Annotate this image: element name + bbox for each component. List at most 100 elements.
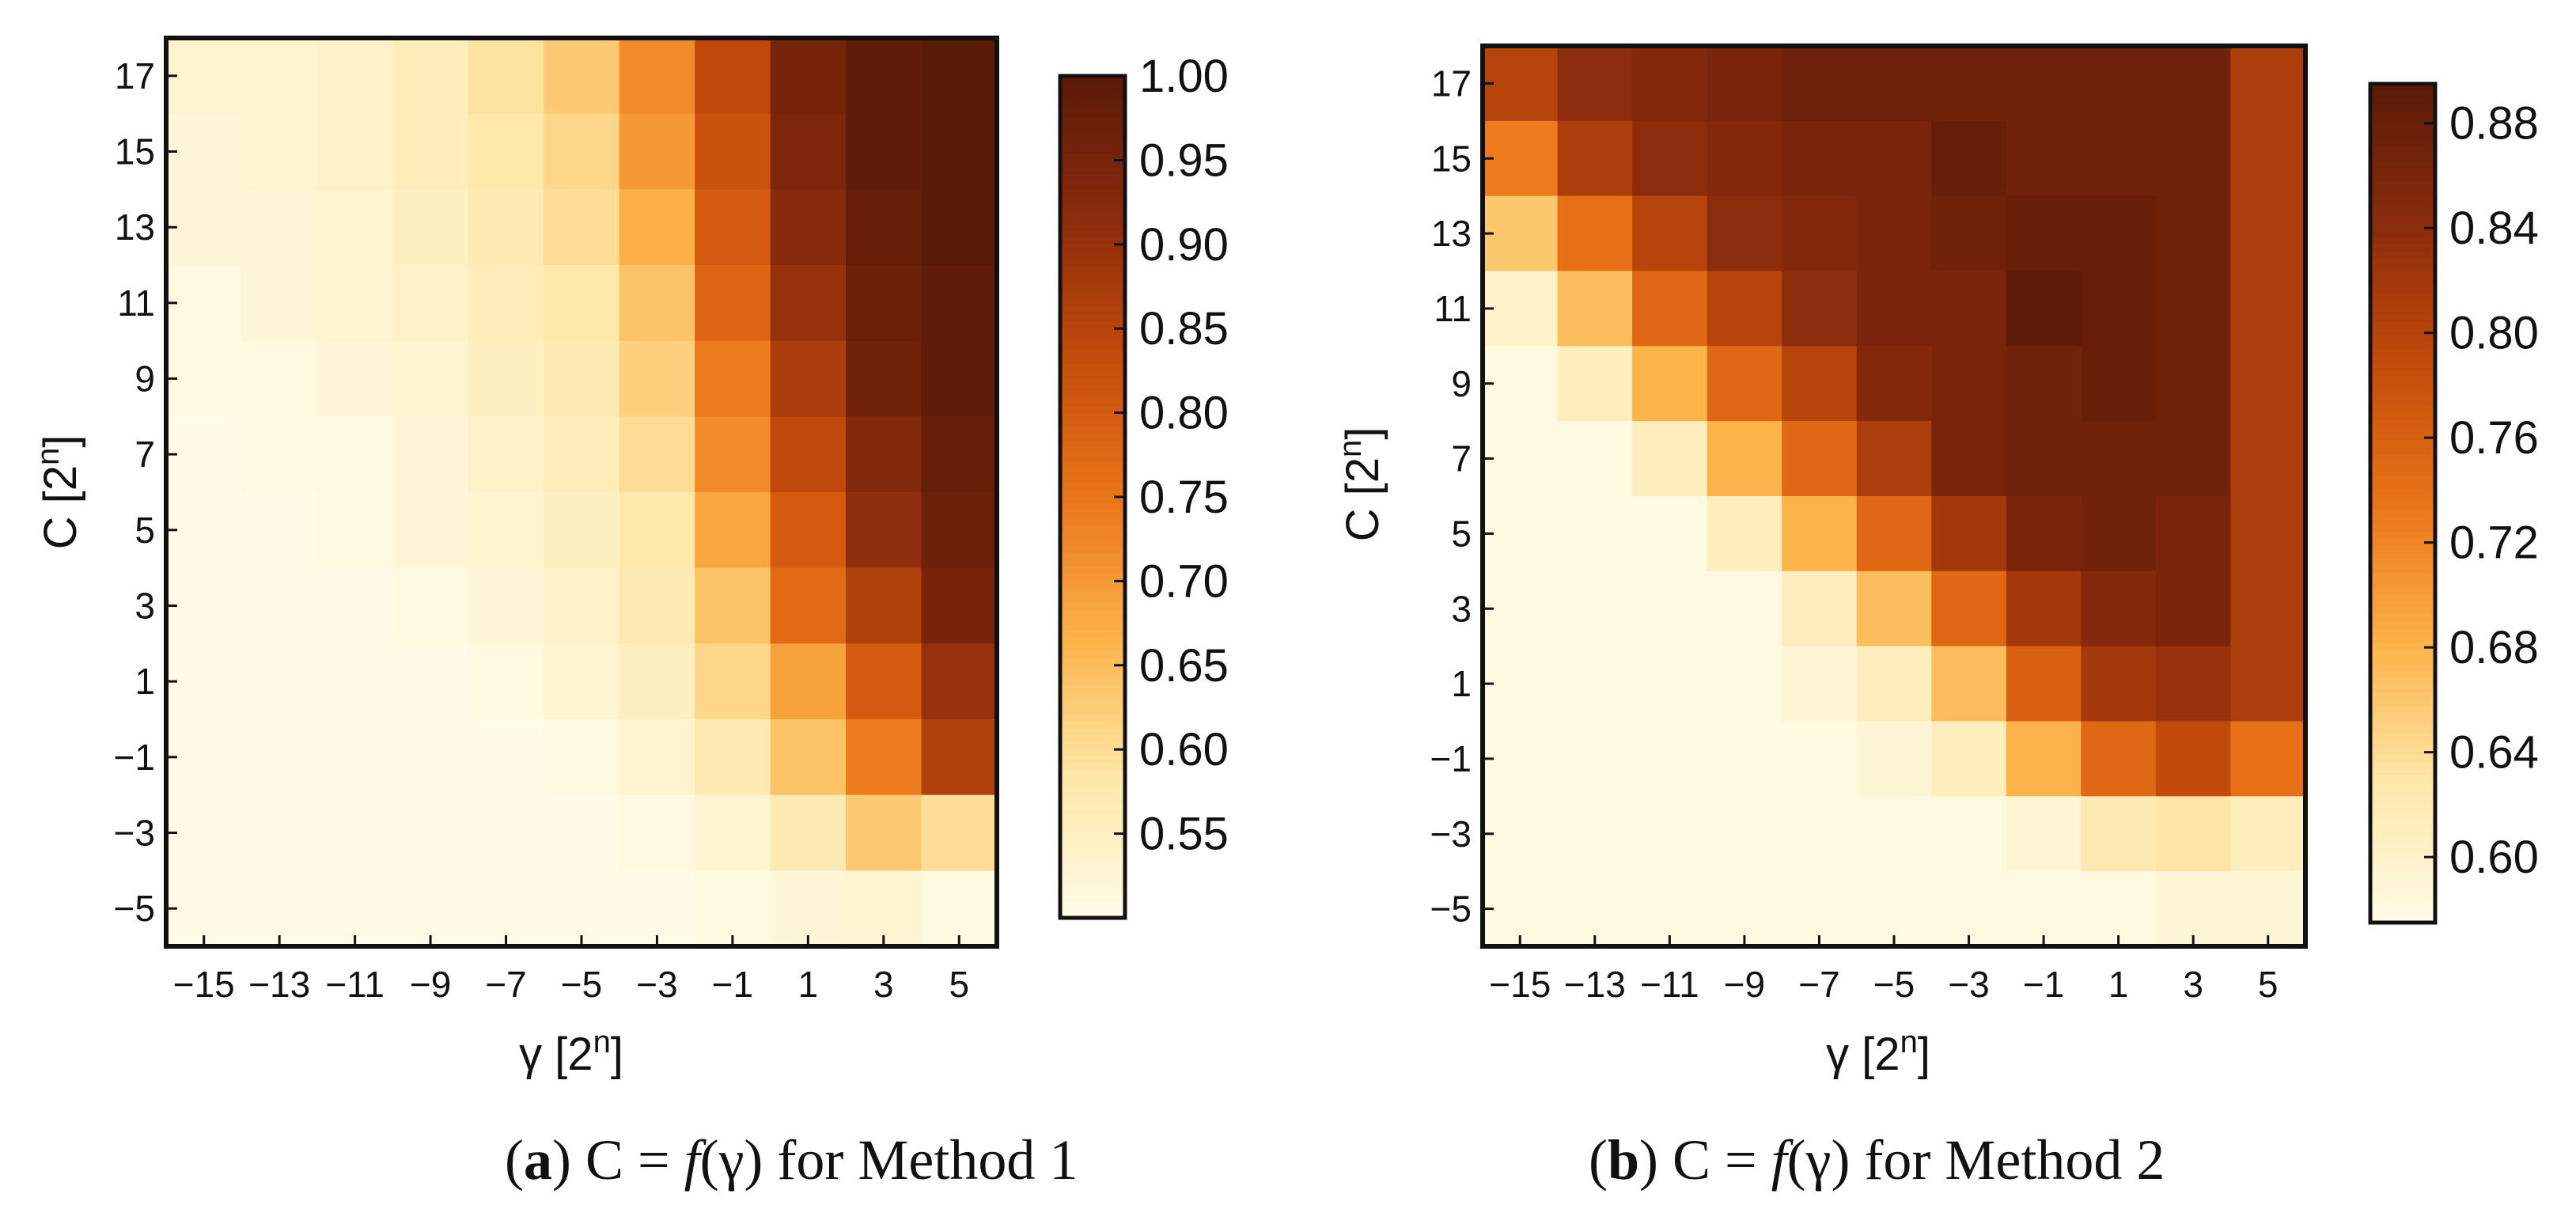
colorbar-gradient-strip (1060, 89, 1125, 98)
heatmap-cell (2081, 120, 2157, 197)
heatmap-cell (166, 719, 243, 796)
heatmap-cell (770, 38, 847, 115)
heatmap-cell (2081, 421, 2157, 497)
heatmap-cell (392, 38, 469, 115)
heatmap-cell (1632, 271, 1708, 347)
colorbar-gradient-strip (2370, 440, 2435, 449)
heatmap-cell (921, 265, 998, 342)
heatmap-cell (1707, 796, 1782, 872)
colorbar-gradient-strip (2370, 181, 2435, 190)
colorbar-gradient-strip (2370, 915, 2435, 923)
x-tick-label: −5 (561, 964, 602, 1005)
x-tick-label: −5 (1873, 964, 1915, 1005)
heatmap-cell (1856, 796, 1933, 872)
colorbar-gradient-strip (2370, 258, 2435, 267)
colorbar-tick-label: 0.76 (2449, 412, 2539, 464)
heatmap-cell (619, 340, 695, 418)
heatmap-cell (1557, 570, 1633, 647)
colorbar-gradient-strip (2370, 517, 2435, 525)
heatmap-cell (1707, 120, 1782, 197)
y-tick-label: 17 (1431, 63, 1472, 104)
colorbar-gradient-strip (1060, 559, 1125, 568)
colorbar-gradient-strip (1060, 454, 1125, 463)
colorbar-gradient-strip (1060, 630, 1125, 639)
colorbar-gradient-strip (2370, 908, 2435, 916)
heatmap-cell (166, 38, 243, 115)
x-tick-label: −15 (173, 964, 235, 1005)
colorbar-gradient-strip (2370, 328, 2435, 336)
colorbar-gradient-strip (1060, 728, 1125, 737)
colorbar-gradient-strip (1060, 756, 1125, 764)
heatmap-cell (2006, 421, 2082, 497)
colorbar-gradient-strip (2370, 650, 2435, 658)
heatmap-cell (2155, 195, 2232, 272)
colorbar-gradient-strip (2370, 112, 2435, 119)
colorbar-gradient-strip (1060, 770, 1125, 779)
colorbar-gradient-strip (1060, 546, 1125, 554)
colorbar-gradient-strip (2370, 810, 2435, 819)
y-tick-label: 3 (1451, 588, 1472, 629)
colorbar-gradient-strip (1060, 265, 1125, 274)
heatmap-cell (241, 265, 318, 342)
heatmap-cell (1483, 195, 1559, 272)
heatmap-cell (1707, 871, 1782, 947)
heatmap-cell (2081, 346, 2157, 422)
colorbar-gradient-strip (2370, 566, 2435, 574)
colorbar-gradient-strip (2370, 132, 2435, 141)
colorbar-tick-label: 0.80 (1139, 388, 1229, 439)
x-tick-label: −13 (248, 964, 310, 1005)
colorbar-gradient-strip (1060, 651, 1125, 659)
y-tick-label: 11 (1434, 288, 1472, 329)
heatmap-cell (392, 189, 469, 266)
heatmap-cell (1557, 796, 1633, 872)
heatmap-cell (695, 189, 771, 266)
x-tick-label: 1 (2108, 964, 2129, 1005)
colorbar-gradient-strip (1060, 552, 1125, 561)
colorbar-gradient-strip (2370, 426, 2435, 434)
colorbar-gradient-strip (2370, 538, 2435, 546)
colorbar-gradient-strip (2370, 489, 2435, 497)
heatmap-cell (1931, 346, 2007, 422)
heatmap-cell (2081, 271, 2157, 347)
heatmap-cell (619, 189, 695, 266)
x-tick-label: −1 (712, 964, 753, 1005)
heatmap-cell (316, 643, 394, 720)
colorbar-gradient-strip (1060, 349, 1125, 358)
colorbar-gradient-strip (2370, 496, 2435, 504)
heatmap-cell (1632, 46, 1708, 122)
heatmap-cell (1557, 421, 1633, 497)
heatmap-cell (619, 567, 695, 645)
x-tick-label: −3 (636, 964, 677, 1005)
heatmap-cell (846, 189, 922, 266)
colorbar-gradient-strip (2370, 887, 2435, 896)
heatmap-cell (2230, 195, 2306, 272)
y-tick-label: 15 (115, 131, 155, 172)
heatmap-cell (1931, 721, 2007, 798)
heatmap-cell (921, 794, 998, 872)
colorbar-gradient-strip (1060, 223, 1125, 231)
colorbar-gradient-strip (1060, 476, 1125, 484)
heatmap-cell (1483, 346, 1559, 422)
colorbar-gradient-strip (2370, 629, 2435, 637)
heatmap-cell (2230, 46, 2306, 122)
heatmap-cell (392, 643, 469, 720)
heatmap-cell (1632, 346, 1708, 422)
y-tick-label: 5 (1451, 513, 1472, 554)
heatmap-cell (1931, 570, 2007, 647)
colorbar-gradient-strip (1060, 896, 1125, 905)
heatmap-cell (846, 113, 922, 191)
heatmap-cell (241, 794, 318, 872)
colorbar-gradient-strip (2370, 635, 2435, 644)
colorbar-gradient-strip (2370, 783, 2435, 790)
colorbar-gradient-strip (2370, 699, 2435, 707)
colorbar-tick-label: 1.00 (1139, 51, 1229, 102)
colorbar-gradient-strip (1060, 237, 1125, 245)
heatmap-cell (241, 870, 318, 947)
colorbar-gradient-strip (2370, 790, 2435, 798)
heatmap-cell (241, 189, 318, 266)
colorbar-gradient-strip (2370, 384, 2435, 392)
colorbar-tick-label: 0.64 (2449, 727, 2539, 779)
y-tick-label: 11 (117, 282, 155, 324)
colorbar-gradient-strip (2370, 84, 2435, 92)
